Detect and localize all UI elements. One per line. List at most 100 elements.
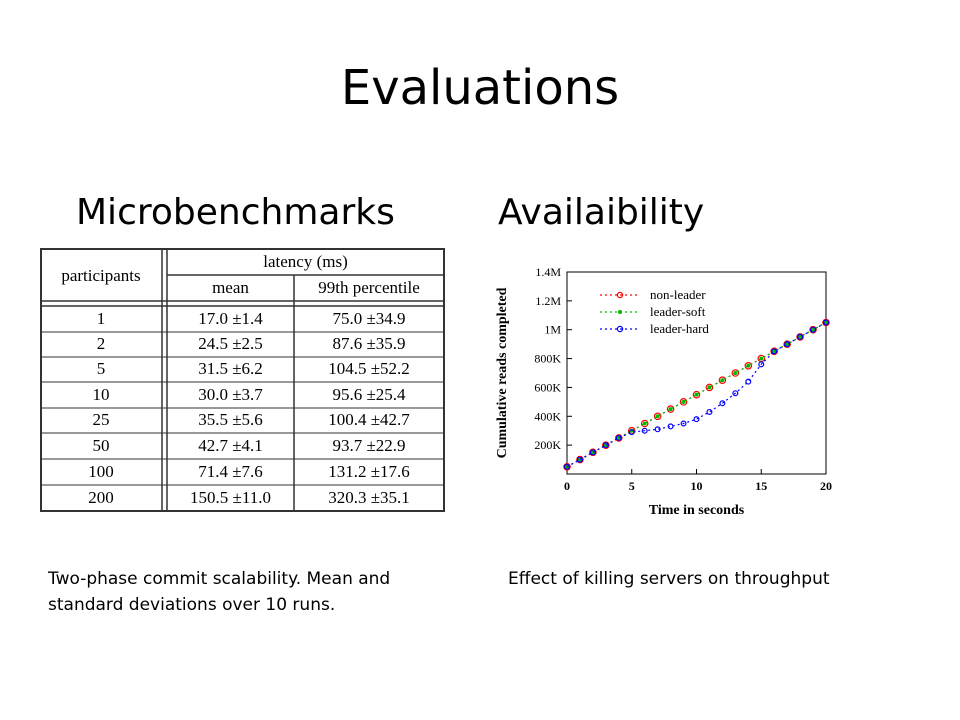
x-tick-label: 10	[691, 479, 703, 493]
data-point-leader-hard	[615, 434, 622, 441]
microbenchmarks-caption: Two-phase commit scalability. Mean and s…	[48, 569, 391, 615]
legend-label-non-leader: non-leader	[650, 287, 706, 302]
y-tick-label: 200K	[534, 438, 561, 452]
x-tick-label: 0	[564, 479, 570, 493]
data-point-non-leader	[589, 448, 597, 457]
data-point-non-leader	[576, 455, 584, 464]
header-participants: participants	[61, 266, 141, 285]
slide-title: Evaluations	[340, 60, 620, 116]
data-point-non-leader	[770, 347, 779, 356]
table-cell: 50	[92, 436, 110, 455]
data-point-leader-hard	[693, 416, 700, 423]
y-tick-label: 1.2M	[535, 294, 561, 308]
table-cell: 30.0 ±3.7	[198, 385, 263, 404]
y-tick-label: 400K	[534, 409, 561, 423]
data-point-non-leader	[796, 333, 804, 341]
data-point-leader-hard	[680, 420, 687, 427]
data-point-leader-hard	[784, 341, 791, 348]
data-point-leader-hard	[719, 400, 726, 407]
table-cell: 131.2 ±17.6	[328, 462, 410, 481]
table-cell: 35.5 ±5.6	[198, 410, 263, 429]
data-point-leader-hard	[641, 427, 648, 434]
availability-chart: 200K 400K 600K 800K 1M 1.2M 1.4M 0 5 10 15 20 Time i…	[490, 262, 842, 524]
data-point-leader-hard	[576, 456, 583, 463]
data-point-non-leader	[666, 405, 675, 413]
data-point-leader-hard	[810, 326, 817, 333]
table-cell: 2	[96, 334, 106, 353]
data-point-leader-hard	[823, 319, 830, 326]
data-point-non-leader	[615, 434, 623, 442]
data-point-leader-hard	[654, 426, 661, 433]
data-point-non-leader	[731, 369, 740, 377]
legend-label-leader-soft: leader-soft	[650, 304, 706, 319]
data-point-non-leader	[602, 441, 610, 449]
data-point-leader-hard	[589, 449, 596, 456]
latency-table: latency (ms) participants mean 99th perc…	[40, 248, 446, 512]
availability-heading: Availaibility	[498, 192, 705, 233]
table-cell: 71.4 ±7.6	[198, 462, 263, 481]
data-point-non-leader	[679, 398, 688, 406]
availability-caption: Effect of killing servers on throughput	[508, 569, 830, 589]
legend-marker-non-leader	[616, 291, 624, 299]
y-tick-label: 800K	[534, 352, 561, 366]
table-cell: 24.5 ±2.5	[198, 334, 263, 353]
data-point-non-leader	[783, 340, 791, 348]
y-tick-label: 600K	[534, 380, 561, 394]
chart-svg: 200K 400K 600K 800K 1M 1.2M 1.4M 0 5 10 15 20 Time i…	[495, 265, 832, 518]
data-point-leader-soft	[759, 356, 764, 361]
data-point-leader-hard	[628, 429, 635, 436]
table-cell: 42.7 ±4.1	[198, 436, 263, 455]
table-cell: 100.4 ±42.7	[328, 410, 410, 429]
table-cell: 100	[88, 462, 114, 481]
x-tick-label: 5	[629, 479, 635, 493]
microbenchmarks-heading: Microbenchmarks	[76, 192, 395, 233]
data-point-leader-soft	[707, 385, 712, 390]
x-tick-label: 15	[755, 479, 767, 493]
header-latency: latency (ms)	[263, 252, 348, 271]
data-point-non-leader	[705, 383, 714, 392]
data-point-leader-hard	[797, 333, 804, 340]
data-point-leader-soft	[746, 363, 751, 368]
y-tick-label: 1.4M	[535, 265, 561, 279]
table-cell: 25	[92, 410, 110, 429]
data-point-leader-soft	[668, 407, 673, 412]
data-point-non-leader	[563, 462, 571, 471]
data-point-leader-soft	[720, 378, 725, 383]
data-point-leader-hard	[667, 423, 674, 430]
table-cell: 150.5 ±11.0	[190, 488, 271, 507]
data-point-leader-hard	[602, 442, 609, 449]
header-mean: mean	[212, 278, 249, 297]
data-point-non-leader	[718, 376, 727, 385]
table-cell: 104.5 ±52.2	[328, 359, 410, 378]
table-cell: 93.7 ±22.9	[332, 436, 406, 455]
x-axis-label: Time in seconds	[649, 503, 745, 518]
data-point-leader-soft	[733, 371, 738, 375]
table-cell: 31.5 ±6.2	[198, 359, 263, 378]
legend-label-leader-hard: leader-hard	[650, 321, 709, 336]
table-grid-lines	[40, 248, 445, 512]
table-cell: 320.3 ±35.1	[328, 488, 410, 507]
table-cell: 17.0 ±1.4	[198, 309, 263, 328]
header-p99: 99th percentile	[318, 278, 420, 297]
legend-marker-leader-soft	[618, 310, 622, 314]
table-cell: 87.6 ±35.9	[332, 334, 406, 353]
data-point-leader-hard	[563, 463, 570, 470]
table-cell: 95.6 ±25.4	[332, 385, 406, 404]
data-point-leader-hard	[706, 408, 713, 415]
data-point-leader-hard	[758, 361, 765, 368]
data-point-leader-soft	[694, 392, 699, 397]
data-point-non-leader	[627, 426, 636, 435]
data-point-non-leader	[744, 361, 753, 370]
data-point-leader-soft	[681, 399, 686, 404]
data-point-leader-soft	[798, 334, 803, 339]
data-point-non-leader	[653, 412, 662, 421]
data-point-leader-soft	[642, 421, 647, 426]
table-cell: 200	[88, 488, 114, 507]
table-cell: 5	[96, 359, 106, 378]
data-point-non-leader	[809, 325, 817, 334]
data-point-leader-hard	[745, 378, 752, 385]
y-axis-label: Cumulative reads completed	[495, 287, 510, 458]
table-cell: 1	[96, 309, 106, 328]
x-tick-label: 20	[820, 479, 832, 493]
data-point-leader-soft	[655, 414, 660, 419]
